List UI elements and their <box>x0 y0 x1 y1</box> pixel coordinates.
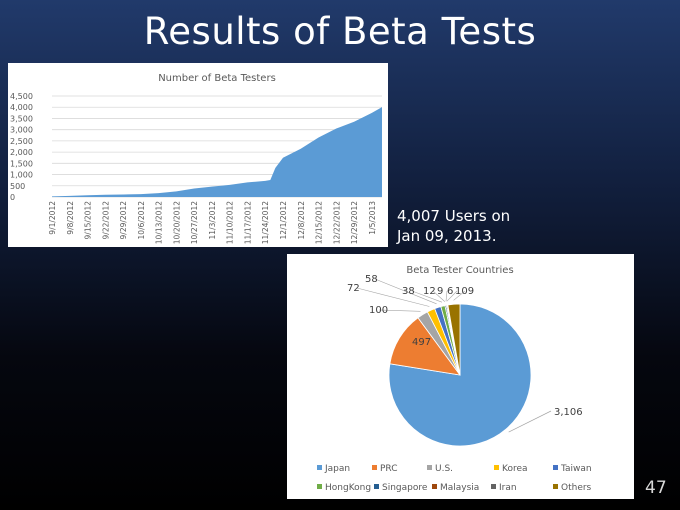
legend-label: Others <box>561 483 592 493</box>
y-tick-label: 3,000 <box>10 126 33 135</box>
x-tick-label: 12/1/2012 <box>279 201 288 240</box>
x-tick-label: 10/6/2012 <box>137 201 146 240</box>
leader-line <box>453 290 466 301</box>
slide-title: Results of Beta Tests <box>143 10 537 53</box>
countries-chart: Beta Tester Countries 3,106 497 100 72 58 38 12… <box>287 254 634 499</box>
y-tick-label: 1,500 <box>10 159 33 168</box>
legend-item-prc: PRC <box>372 464 398 474</box>
y-tick-label: 2,000 <box>10 148 33 157</box>
leader-line <box>432 290 446 302</box>
legend-swatch <box>427 465 432 470</box>
data-label: 9 <box>437 286 443 297</box>
leader-line <box>356 287 430 307</box>
data-label: 58 <box>365 274 378 285</box>
legend-swatch <box>317 484 322 489</box>
legend-item-singapore: Singapore <box>374 483 428 493</box>
pie-slice <box>447 303 461 376</box>
data-label: 100 <box>369 305 388 316</box>
leader-line <box>374 278 437 305</box>
x-tick-label: 10/13/2012 <box>155 201 164 244</box>
legend-label: Taiwan <box>560 464 592 474</box>
legend-item-taiwan: Taiwan <box>553 464 592 474</box>
x-tick-label: 9/15/2012 <box>84 201 93 240</box>
legend-item-korea: Korea <box>494 464 528 474</box>
data-label: 497 <box>412 337 431 348</box>
user-count-caption: 4,007 Users on Jan 09, 2013. <box>397 206 510 246</box>
x-tick-label: 12/15/2012 <box>315 201 324 244</box>
legend-swatch <box>553 484 558 489</box>
legend-item-others: Others <box>553 483 592 493</box>
data-label: 3,106 <box>554 407 583 418</box>
legend-label: Iran <box>499 483 517 493</box>
leader-line <box>446 290 458 302</box>
legend-swatch <box>494 465 499 470</box>
leader-line <box>411 290 443 303</box>
y-tick-label: 0 <box>10 193 15 202</box>
legend-swatch <box>553 465 558 470</box>
x-tick-label: 10/20/2012 <box>172 201 181 244</box>
x-tick-label: 11/3/2012 <box>208 201 217 240</box>
x-tick-label: 12/8/2012 <box>297 201 306 240</box>
legend-swatch <box>374 484 379 489</box>
legend-label: Singapore <box>382 483 428 493</box>
legend-swatch <box>372 465 377 470</box>
data-label: 109 <box>455 286 474 297</box>
x-tick-label: 9/1/2012 <box>48 201 57 235</box>
chart-title: Number of Beta Testers <box>158 73 276 84</box>
y-tick-label: 1,000 <box>10 171 33 180</box>
data-label: 6 <box>447 286 453 297</box>
legend-item-malaysia: Malaysia <box>432 483 479 493</box>
y-tick-label: 2,500 <box>10 137 33 146</box>
legend-label: PRC <box>380 464 398 474</box>
x-tick-label: 9/29/2012 <box>119 201 128 240</box>
legend-label: Japan <box>324 464 350 474</box>
leader-line <box>508 410 552 433</box>
x-tick-label: 9/22/2012 <box>101 201 110 240</box>
legend-swatch <box>432 484 437 489</box>
legend-item-hongkong: HongKong <box>317 483 371 493</box>
page-number: 47 <box>645 478 667 498</box>
x-tick-label: 12/22/2012 <box>332 201 341 244</box>
chart-title: Beta Tester Countries <box>406 265 513 276</box>
x-tick-label: 11/24/2012 <box>261 201 270 244</box>
legend-item-us: U.S. <box>427 464 453 474</box>
x-tick-label: 1/5/2013 <box>368 201 377 235</box>
legend-swatch <box>491 484 496 489</box>
y-tick-label: 3,500 <box>10 114 33 123</box>
x-tick-label: 11/10/2012 <box>226 201 235 244</box>
user-count-caption-line2: Jan 09, 2013. <box>397 227 497 245</box>
y-tick-label: 4,500 <box>10 92 33 101</box>
countries-chart-svg: Beta Tester Countries 3,106 497 100 72 58 38 12… <box>317 265 592 493</box>
y-tick-label: 500 <box>10 182 25 191</box>
legend-label: U.S. <box>435 464 453 474</box>
legend-item-iran: Iran <box>491 483 517 493</box>
data-label: 72 <box>347 283 360 294</box>
legend-label: HongKong <box>325 483 371 493</box>
beta-testers-chart: Number of Beta Testers 0 500 1,000 1,500 2,00… <box>8 63 388 247</box>
data-label: 12 <box>423 286 436 297</box>
x-tick-label: 12/29/2012 <box>350 201 359 244</box>
data-label: 38 <box>402 286 415 297</box>
x-tick-label: 9/8/2012 <box>66 201 75 235</box>
beta-testers-chart-svg: Number of Beta Testers 0 500 1,000 1,500 2,00… <box>10 73 382 244</box>
legend-label: Malaysia <box>440 483 479 493</box>
legend-label: Korea <box>502 464 528 474</box>
legend-swatch <box>317 465 322 470</box>
user-count-caption-line1: 4,007 Users on <box>397 207 511 225</box>
legend-item-japan: Japan <box>317 464 350 474</box>
y-tick-label: 4,000 <box>10 103 33 112</box>
x-tick-label: 11/17/2012 <box>244 201 253 244</box>
series-area <box>52 107 382 197</box>
leader-line <box>378 309 421 312</box>
leader-line <box>445 290 448 302</box>
x-tick-label: 10/27/2012 <box>190 201 199 244</box>
